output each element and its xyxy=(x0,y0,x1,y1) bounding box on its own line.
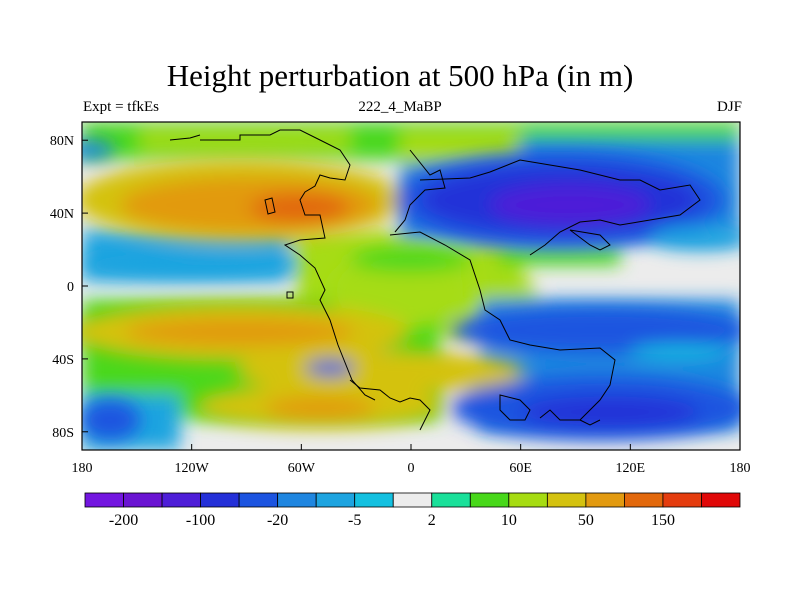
lat-tick-label: 80N xyxy=(50,134,74,149)
lon-tick-label: 60E xyxy=(509,461,532,476)
run-label: 222_4_MaBP xyxy=(358,99,442,115)
lat-tick-label: 80S xyxy=(52,426,74,441)
colorbar-swatch xyxy=(662,492,702,508)
latitude-axis: 80N 40N 0 40S 80S xyxy=(50,134,88,441)
colorbar-label: -5 xyxy=(348,512,361,529)
colorbar-label: 50 xyxy=(578,512,594,529)
colorbar-swatch xyxy=(84,492,124,508)
colorbar-label: -20 xyxy=(267,512,288,529)
coastlines xyxy=(169,129,701,431)
colorbar-swatch xyxy=(392,492,433,508)
lon-tick-label: 180 xyxy=(72,461,93,476)
colorbar-swatch xyxy=(315,492,356,508)
longitude-axis: 180 120W 60W 0 60E 120E 180 xyxy=(72,444,751,476)
lat-tick-label: 40N xyxy=(50,207,74,222)
colorbar-swatch xyxy=(585,492,625,508)
height-field xyxy=(82,122,740,450)
colorbar-swatch xyxy=(508,492,548,508)
lat-tick-label: 40S xyxy=(52,353,74,368)
colorbar-label: 150 xyxy=(651,512,675,529)
lat-tick-label: 0 xyxy=(67,280,74,295)
colorbar-swatch xyxy=(277,492,317,508)
experiment-label: Expt = tfkEs xyxy=(83,99,159,115)
lon-tick-label: 120E xyxy=(616,461,646,476)
colorbar-swatch xyxy=(469,492,510,508)
lon-tick-label: 120W xyxy=(175,461,210,476)
season-label: DJF xyxy=(716,99,742,115)
colorbar-swatch xyxy=(161,492,201,508)
lon-tick-label: 0 xyxy=(408,461,415,476)
colorbar-label: -100 xyxy=(186,512,215,529)
colorbar-label: 2 xyxy=(428,512,436,529)
lon-tick-label: 180 xyxy=(730,461,751,476)
colorbar-swatch xyxy=(624,492,664,508)
map-title: Height perturbation at 500 hPa (in m) xyxy=(166,58,634,93)
colorbar-swatch xyxy=(354,492,394,508)
colorbar-swatch xyxy=(238,492,279,508)
colorbar-swatch xyxy=(701,492,741,508)
colorbar: -200 -100 -20 -5 2 10 50 150 xyxy=(84,492,741,529)
colorbar-swatch xyxy=(431,492,471,508)
colorbar-label: -200 xyxy=(109,512,138,529)
colorbar-swatch xyxy=(546,492,587,508)
colorbar-swatch xyxy=(123,492,163,508)
colorbar-label: 10 xyxy=(501,512,517,529)
colorbar-swatch xyxy=(200,492,240,508)
lon-tick-label: 60W xyxy=(288,461,316,476)
